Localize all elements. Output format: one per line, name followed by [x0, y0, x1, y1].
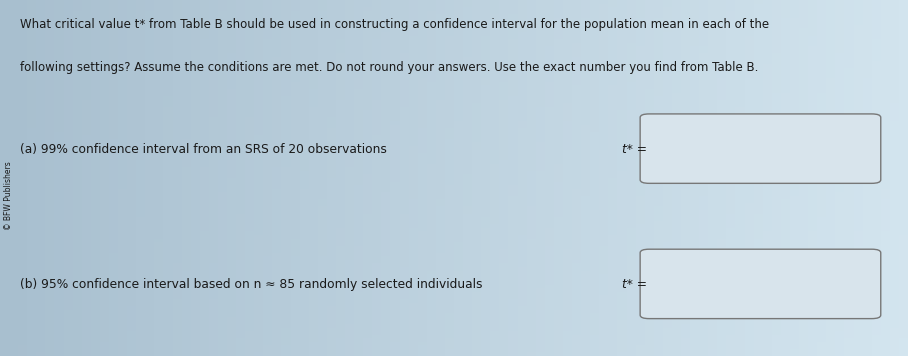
- Text: t* =: t* =: [622, 278, 647, 291]
- Text: (a) 99% confidence interval from an SRS of 20 observations: (a) 99% confidence interval from an SRS …: [20, 143, 387, 156]
- FancyBboxPatch shape: [640, 249, 881, 319]
- Text: t* =: t* =: [622, 143, 647, 156]
- Text: What critical value t* from Table B should be used in constructing a confidence : What critical value t* from Table B shou…: [20, 18, 769, 31]
- Text: (b) 95% confidence interval based on n ≈ 85 randomly selected individuals: (b) 95% confidence interval based on n ≈…: [20, 278, 482, 291]
- Text: following settings? Assume the conditions are met. Do not round your answers. Us: following settings? Assume the condition…: [20, 61, 758, 74]
- FancyBboxPatch shape: [640, 114, 881, 183]
- Text: © BFW Publishers: © BFW Publishers: [4, 161, 13, 230]
